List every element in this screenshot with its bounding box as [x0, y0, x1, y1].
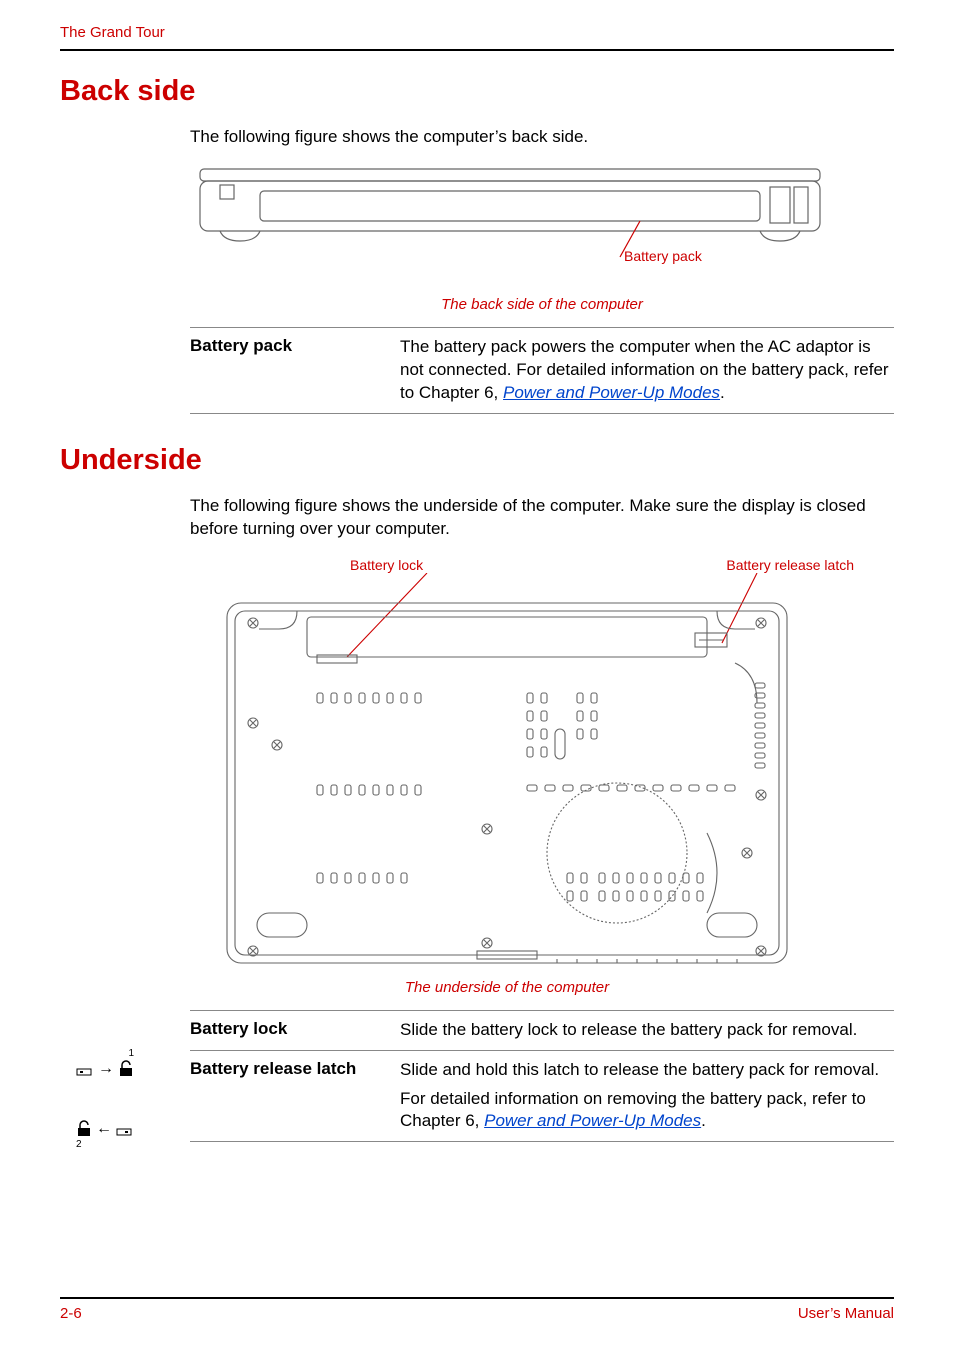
footer-page-num: 2-6 [60, 1305, 82, 1322]
unlock-slot-icon [116, 1121, 134, 1137]
table-row: Battery lock Slide the battery lock to r… [190, 1011, 894, 1050]
callout-battery-pack: Battery pack [624, 248, 703, 264]
footer-doc-title: User’s Manual [798, 1305, 894, 1322]
header-title: The Grand Tour [60, 24, 165, 41]
icon-battery-release: ← 2 [70, 1120, 140, 1138]
link-power-modes[interactable]: Power and Power-Up Modes [503, 383, 720, 402]
term-battery-pack: Battery pack [190, 336, 400, 405]
icon-num-2: 2 [76, 1139, 82, 1150]
backside-diagram-svg: Battery pack [190, 165, 830, 285]
heading-underside: Underside [60, 444, 894, 477]
intro-back-side: The following figure shows the computer’… [190, 126, 894, 149]
heading-back-side: Back side [60, 75, 894, 108]
callout-battery-release-latch: Battery release latch [726, 557, 854, 573]
padlock-open-icon [118, 1060, 134, 1078]
icon-battery-lock: 1 → [70, 1060, 140, 1078]
caption-underside: The underside of the computer [120, 979, 894, 996]
page-header: The Grand Tour [60, 20, 894, 49]
table-row: Battery pack The battery pack powers the… [190, 328, 894, 413]
desc-battery-lock: Slide the battery lock to release the ba… [400, 1019, 857, 1042]
unlock-slot-icon [76, 1061, 94, 1077]
figure-underside: Battery lock Battery release latch [120, 557, 894, 996]
desc-text-1: Slide and hold this latch to release the… [400, 1059, 894, 1082]
caption-back-side: The back side of the computer [190, 296, 894, 313]
header-rule [60, 49, 894, 51]
intro-underside: The following figure shows the underside… [190, 495, 894, 541]
table-back-side: Battery pack The battery pack powers the… [190, 327, 894, 414]
figure-back-side: Battery pack The back side of the comput… [190, 165, 894, 313]
arrow-left-icon: ← [96, 1120, 112, 1138]
desc-suffix-2: . [701, 1111, 706, 1130]
table-row: Battery release latch Slide and hold thi… [190, 1050, 894, 1142]
desc-suffix: . [720, 383, 725, 402]
padlock-open-icon [76, 1120, 92, 1138]
link-power-modes-2[interactable]: Power and Power-Up Modes [484, 1111, 701, 1130]
term-battery-lock: Battery lock [190, 1019, 400, 1042]
callout-battery-lock: Battery lock [350, 557, 423, 573]
arrow-right-icon: → [98, 1060, 114, 1078]
term-battery-release-latch: Battery release latch [190, 1059, 400, 1134]
page-footer: 2-6 User’s Manual [60, 1297, 894, 1322]
desc-battery-release-latch: Slide and hold this latch to release the… [400, 1059, 894, 1134]
desc-battery-pack: The battery pack powers the computer whe… [400, 336, 894, 405]
underside-diagram-svg [147, 573, 867, 973]
table-underside: Battery lock Slide the battery lock to r… [190, 1010, 894, 1143]
footer-rule [60, 1297, 894, 1299]
icon-num-1: 1 [128, 1048, 134, 1059]
